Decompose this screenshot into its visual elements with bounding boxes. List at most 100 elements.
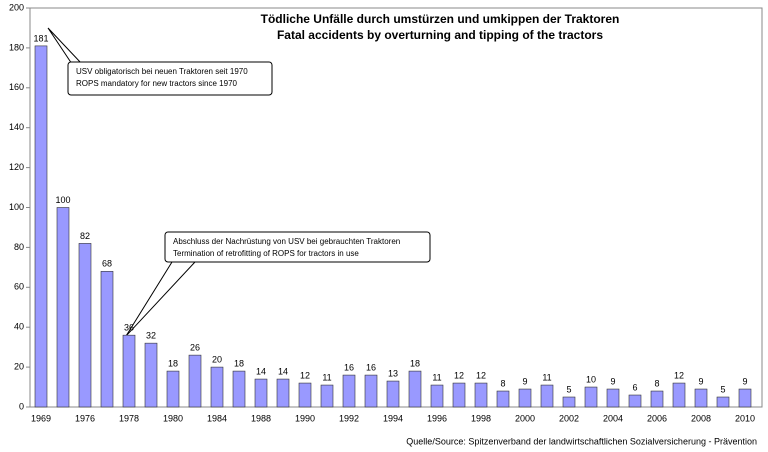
bar [452,382,466,408]
x-tick-label: 2004 [603,413,623,423]
bar [672,382,686,408]
bar [650,390,664,408]
y-tick-label: 180 [9,42,24,52]
value-label: 14 [278,366,288,376]
y-tick-label: 20 [14,361,24,371]
callout-pointer [47,27,84,65]
bar [188,354,202,408]
x-tick-label: 1996 [427,413,447,423]
bar [716,396,730,408]
y-tick-label: 80 [14,242,24,252]
x-tick-label: 2006 [647,413,667,423]
chart-title: Tödliche Unfälle durch umstürzen und umk… [261,12,620,26]
value-label: 32 [146,331,156,341]
bar [122,334,136,408]
value-label: 5 [720,384,725,394]
value-label: 12 [454,370,464,380]
annotation: USV obligatorisch bei neuen Traktoren se… [76,67,248,76]
x-tick-label: 1980 [163,413,183,423]
value-label: 181 [33,33,48,43]
value-label: 14 [256,366,266,376]
callout-box [67,61,273,96]
value-label: 100 [55,195,70,205]
x-tick-label: 1969 [31,413,51,423]
bar [342,374,356,408]
value-label: 12 [674,370,684,380]
bar [562,396,576,408]
y-tick-label: 60 [14,282,24,292]
x-tick-label: 1978 [119,413,139,423]
value-label: 5 [566,384,571,394]
y-tick-label: 40 [14,322,24,332]
bar [320,384,334,408]
annotation: Abschluss der Nachrüstung von USV bei ge… [173,237,400,246]
y-tick-label: 140 [9,122,24,132]
value-label: 16 [344,362,354,372]
y-tick-label: 160 [9,82,24,92]
x-tick-label: 1984 [207,413,227,423]
value-label: 9 [522,376,527,386]
bar [408,370,422,408]
bar [144,342,158,408]
bar [298,382,312,408]
value-label: 18 [234,358,244,368]
value-label: 11 [322,372,331,382]
bar [232,370,246,408]
x-tick-label: 2008 [691,413,711,423]
y-tick-label: 0 [19,401,24,411]
callout-pointer [125,261,197,337]
bar [276,378,290,408]
value-label: 12 [300,370,310,380]
value-label: 26 [190,343,200,353]
value-label: 18 [410,358,420,368]
value-label: 82 [80,231,90,241]
bar [738,388,752,408]
value-label: 12 [476,370,486,380]
bar [56,207,70,408]
bar [166,370,180,408]
bar [496,390,510,408]
bar [430,384,444,408]
x-tick-label: 2000 [515,413,535,423]
x-tick-label: 1992 [339,413,359,423]
value-label: 18 [168,358,178,368]
bar [474,382,488,408]
value-label: 11 [432,372,441,382]
bar [606,388,620,408]
bar [694,388,708,408]
annotation: ROPS mandatory for new tractors since 19… [76,79,238,88]
x-tick-label: 1998 [471,413,491,423]
callout-box [164,231,431,263]
x-tick-label: 1976 [75,413,95,423]
bar [210,366,224,408]
bar [386,380,400,408]
y-tick-label: 200 [9,2,24,12]
value-label: 9 [610,376,615,386]
value-label: 9 [742,376,747,386]
x-tick-label: 2002 [559,413,579,423]
value-label: 11 [542,372,551,382]
value-label: 20 [212,354,222,364]
bar [254,378,268,408]
value-label: 13 [388,368,398,378]
value-label: 8 [500,378,505,388]
y-tick-label: 120 [9,162,24,172]
bar [78,243,92,408]
source-note: Quelle/Source: Spitzenverband der landwi… [406,436,757,446]
value-label: 36 [124,323,134,333]
x-tick-label: 1988 [251,413,271,423]
value-label: 8 [654,378,659,388]
value-label: 68 [102,259,112,269]
bar [364,374,378,408]
x-tick-label: 1990 [295,413,315,423]
value-label: 9 [698,376,703,386]
value-label: 16 [366,362,376,372]
y-tick-label: 100 [9,202,24,212]
value-label: 10 [586,374,596,384]
annotation: Termination of retrofitting of ROPS for … [173,249,359,258]
bar [518,388,532,408]
bar [100,271,114,408]
bar [540,384,554,408]
value-label: 6 [632,382,637,392]
